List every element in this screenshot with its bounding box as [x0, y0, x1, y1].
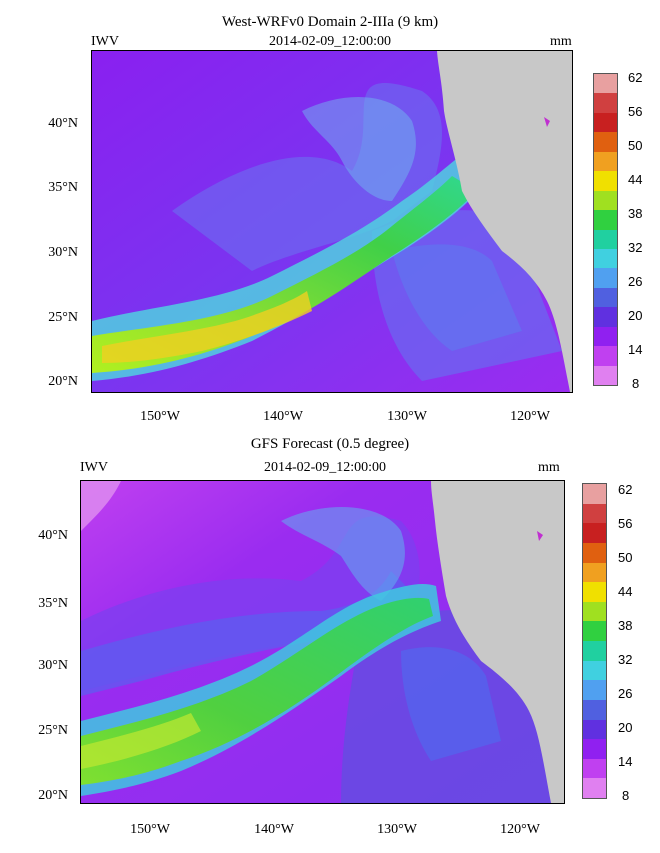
top-colorbar-label: 20: [628, 308, 643, 323]
colorbar-swatch: [594, 365, 617, 385]
colorbar-swatch: [583, 739, 606, 759]
bottom-map: [80, 480, 565, 804]
top-colorbar-label: 62: [628, 70, 643, 85]
bottom-colorbar-label: 32: [618, 652, 633, 667]
top-lon-label: 130°W: [387, 409, 427, 424]
bottom-map-field: [81, 481, 564, 803]
top-colorbar-label: 32: [628, 240, 643, 255]
top-colorbar-label: 56: [628, 104, 643, 119]
top-colorbar-label: 50: [628, 138, 643, 153]
top-panel-title: West-WRFv0 Domain 2-IIIa (9 km): [221, 14, 439, 30]
bottom-lat-label: 35°N: [38, 596, 68, 611]
colorbar-swatch: [583, 758, 606, 779]
bottom-colorbar-label: 50: [618, 550, 633, 565]
bottom-colorbar-label: 20: [618, 720, 633, 735]
colorbar-swatch: [583, 778, 606, 798]
top-colorbar-label: 8: [632, 376, 640, 391]
top-lon-label: 150°W: [140, 409, 180, 424]
top-lat-label: 20°N: [48, 374, 78, 389]
bottom-lat-label: 40°N: [38, 528, 68, 543]
bottom-colorbar-label: 38: [618, 618, 633, 633]
colorbar-swatch: [594, 268, 617, 288]
colorbar-swatch: [594, 151, 617, 172]
colorbar-swatch: [583, 484, 606, 504]
colorbar-swatch: [583, 523, 606, 543]
top-variable-label: IWV: [91, 34, 119, 49]
colorbar-swatch: [583, 601, 606, 622]
top-lat-label: 35°N: [48, 180, 78, 195]
colorbar-swatch: [583, 660, 606, 681]
top-lat-label: 25°N: [48, 310, 78, 325]
bottom-lat-label: 25°N: [38, 723, 68, 738]
bottom-lon-label: 130°W: [377, 822, 417, 837]
colorbar-swatch: [583, 503, 606, 524]
colorbar-swatch: [594, 190, 617, 211]
colorbar-swatch: [594, 93, 617, 113]
bottom-colorbar-label: 8: [622, 788, 630, 803]
bottom-units-label: mm: [538, 460, 560, 475]
top-lon-label: 120°W: [510, 409, 550, 424]
colorbar-swatch: [583, 582, 606, 602]
top-units-label: mm: [550, 34, 572, 49]
top-colorbar-label: 14: [628, 342, 643, 357]
bottom-colorbar-label: 26: [618, 686, 633, 701]
bottom-colorbar-label: 14: [618, 754, 633, 769]
top-colorbar-label: 38: [628, 206, 643, 221]
colorbar-swatch: [583, 680, 606, 700]
bottom-lat-label: 30°N: [38, 658, 68, 673]
bottom-colorbar-label: 44: [618, 584, 633, 599]
colorbar-swatch: [594, 248, 617, 269]
colorbar-swatch: [594, 132, 617, 152]
bottom-lon-label: 140°W: [254, 822, 294, 837]
colorbar-swatch: [594, 74, 617, 94]
bottom-lon-label: 120°W: [500, 822, 540, 837]
top-lon-label: 140°W: [263, 409, 303, 424]
top-colorbar-label: 26: [628, 274, 643, 289]
bottom-panel-title: GFS Forecast (0.5 degree): [250, 436, 410, 452]
colorbar-swatch: [583, 542, 606, 563]
colorbar-swatch: [594, 112, 617, 133]
colorbar-swatch: [594, 171, 617, 191]
top-colorbar-label: 44: [628, 172, 643, 187]
bottom-variable-label: IWV: [80, 460, 108, 475]
colorbar-swatch: [594, 326, 617, 347]
bottom-lat-label: 20°N: [38, 788, 68, 803]
colorbar-swatch: [583, 699, 606, 720]
top-datetime-label: 2014-02-09_12:00:00: [268, 34, 392, 49]
top-lat-label: 40°N: [48, 116, 78, 131]
colorbar-swatch: [583, 719, 606, 740]
bottom-colorbar-label: 56: [618, 516, 633, 531]
colorbar-swatch: [594, 287, 617, 308]
bottom-colorbar: [582, 483, 607, 799]
top-map: [91, 50, 573, 393]
top-map-field: [92, 51, 572, 392]
colorbar-swatch: [583, 562, 606, 583]
top-lat-label: 30°N: [48, 245, 78, 260]
bottom-colorbar-label: 62: [618, 482, 633, 497]
colorbar-swatch: [594, 307, 617, 327]
bottom-datetime-label: 2014-02-09_12:00:00: [263, 460, 387, 475]
colorbar-swatch: [583, 621, 606, 641]
colorbar-swatch: [594, 346, 617, 366]
colorbar-swatch: [594, 229, 617, 249]
bottom-lon-label: 150°W: [130, 822, 170, 837]
colorbar-swatch: [583, 641, 606, 661]
colorbar-swatch: [594, 210, 617, 230]
top-colorbar: [593, 73, 618, 386]
